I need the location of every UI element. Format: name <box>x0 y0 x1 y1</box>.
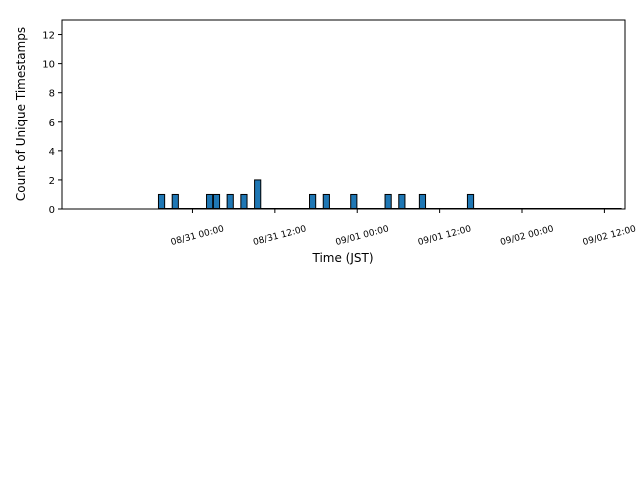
y-axis-label: Count of Unique Timestamps <box>14 27 28 201</box>
x-tick-label: 09/02 12:00 <box>582 224 638 248</box>
bar <box>226 193 234 210</box>
bar <box>206 193 214 210</box>
bars-layer <box>157 179 475 210</box>
x-tick-label: 08/31 00:00 <box>170 224 226 248</box>
y-tick-label: 10 <box>42 60 55 71</box>
x-axis-label: Time (JST) <box>311 251 373 265</box>
bar <box>398 193 406 210</box>
x-tick-label: 09/01 12:00 <box>417 224 473 248</box>
y-tick-label: 2 <box>49 176 55 187</box>
bar <box>466 193 475 210</box>
x-axis-ticks: 08/31 00:00 08/31 12:00 09/01 00:00 09/01 1… <box>170 209 638 248</box>
y-tick-label: 4 <box>49 147 55 158</box>
bar <box>418 193 427 210</box>
y-tick-label: 12 <box>42 31 55 42</box>
x-tick-label: 08/31 12:00 <box>252 224 308 248</box>
bar <box>309 193 317 210</box>
y-tick-label: 0 <box>49 205 55 216</box>
x-tick-label: 09/02 00:00 <box>499 224 555 248</box>
bar <box>157 193 166 210</box>
y-tick-label: 6 <box>49 118 55 129</box>
bar <box>254 179 262 210</box>
y-tick-label: 8 <box>49 89 55 100</box>
bar <box>212 193 221 210</box>
x-tick-label: 09/01 00:00 <box>335 224 391 248</box>
bar <box>240 193 248 210</box>
bar <box>171 193 179 210</box>
y-axis-ticks: 0 2 4 6 8 10 12 <box>42 31 62 216</box>
bar <box>322 193 330 210</box>
bar <box>350 193 358 210</box>
plot-area-frame <box>61 19 626 210</box>
bar <box>384 193 392 210</box>
